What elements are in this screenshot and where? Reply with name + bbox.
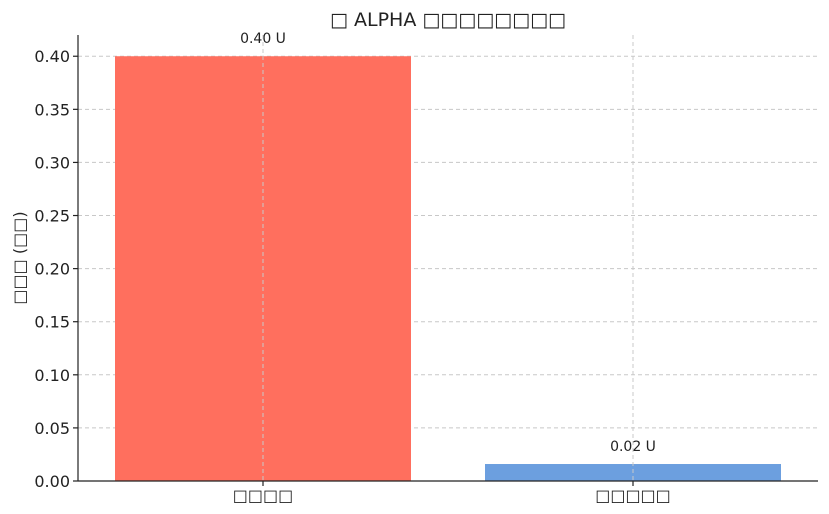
data-label: 0.40 U: [240, 31, 286, 47]
y-tick-label: 0.00: [34, 472, 70, 491]
y-tick-label: 0.15: [34, 313, 70, 332]
y-tick-label: 0.40: [34, 47, 70, 66]
y-tick-label: 0.10: [34, 366, 70, 385]
data-labels: 0.40 U 0.02 U: [240, 31, 656, 455]
ticks: 0.00 0.05 0.10 0.15 0.20 0.25 0.30 0.35 0.40 □□□□…: [34, 47, 670, 505]
y-tick-label: 0.30: [34, 153, 70, 172]
x-tick-label: □□□□: [233, 486, 293, 505]
y-tick-label: 0.35: [34, 100, 70, 119]
data-label: 0.02 U: [610, 439, 656, 455]
chart-title: □ ALPHA □□□□□□□□: [330, 9, 566, 31]
x-tick-label: □□□□□: [595, 486, 671, 505]
grid-lines: [78, 55, 818, 429]
y-axis-label: □□□ (□□): [10, 211, 29, 304]
y-tick-label: 0.05: [34, 419, 70, 438]
y-tick-label: 0.25: [34, 207, 70, 226]
y-tick-label: 0.20: [34, 260, 70, 279]
